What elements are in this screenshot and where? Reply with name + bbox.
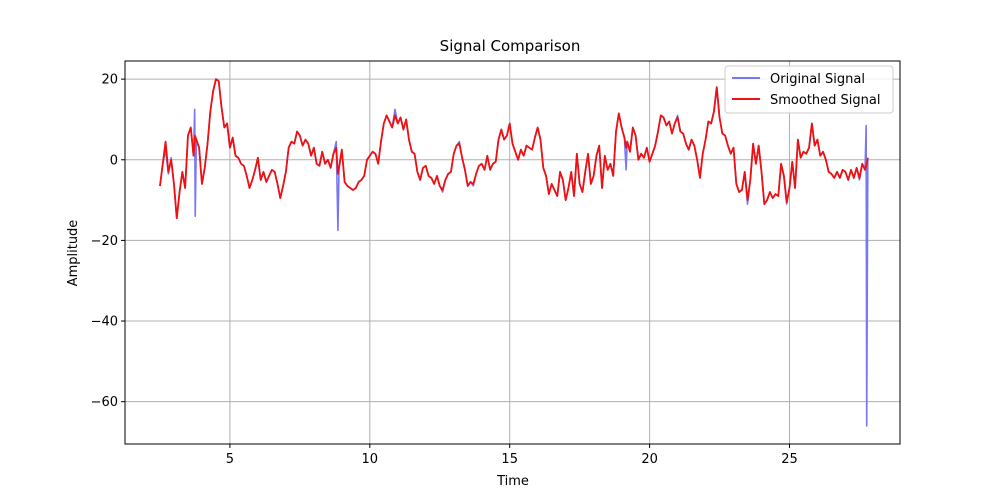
y-tick-label: 20: [101, 73, 118, 88]
x-tick-label: 5: [226, 452, 234, 467]
y-tick-label: 0: [110, 153, 118, 168]
legend: Original Signal Smoothed Signal: [724, 65, 894, 114]
y-tick-label: −60: [91, 395, 118, 410]
legend-frame: [724, 65, 894, 114]
x-tick-label: 15: [501, 452, 518, 467]
y-axis-label: Amplitude: [66, 220, 81, 287]
x-tick-label: 25: [781, 452, 798, 467]
y-axis-ticks: 20 0 −20 −40 −60: [91, 73, 125, 410]
y-tick-label: −20: [91, 234, 118, 249]
x-tick-label: 10: [362, 452, 379, 467]
legend-label-smoothed-signal: Smoothed Signal: [770, 93, 880, 108]
x-tick-label: 20: [641, 452, 658, 467]
x-axis-label: Time: [496, 474, 529, 489]
series-lines: [159, 78, 869, 427]
plot-area-frame: [124, 60, 901, 445]
smoothed-signal-line: [159, 78, 869, 220]
y-tick-label: −40: [91, 315, 118, 330]
chart-title: Signal Comparison: [440, 37, 581, 55]
x-axis-ticks: 5 10 15 20 25: [226, 444, 798, 467]
legend-label-original-signal: Original Signal: [770, 72, 865, 87]
